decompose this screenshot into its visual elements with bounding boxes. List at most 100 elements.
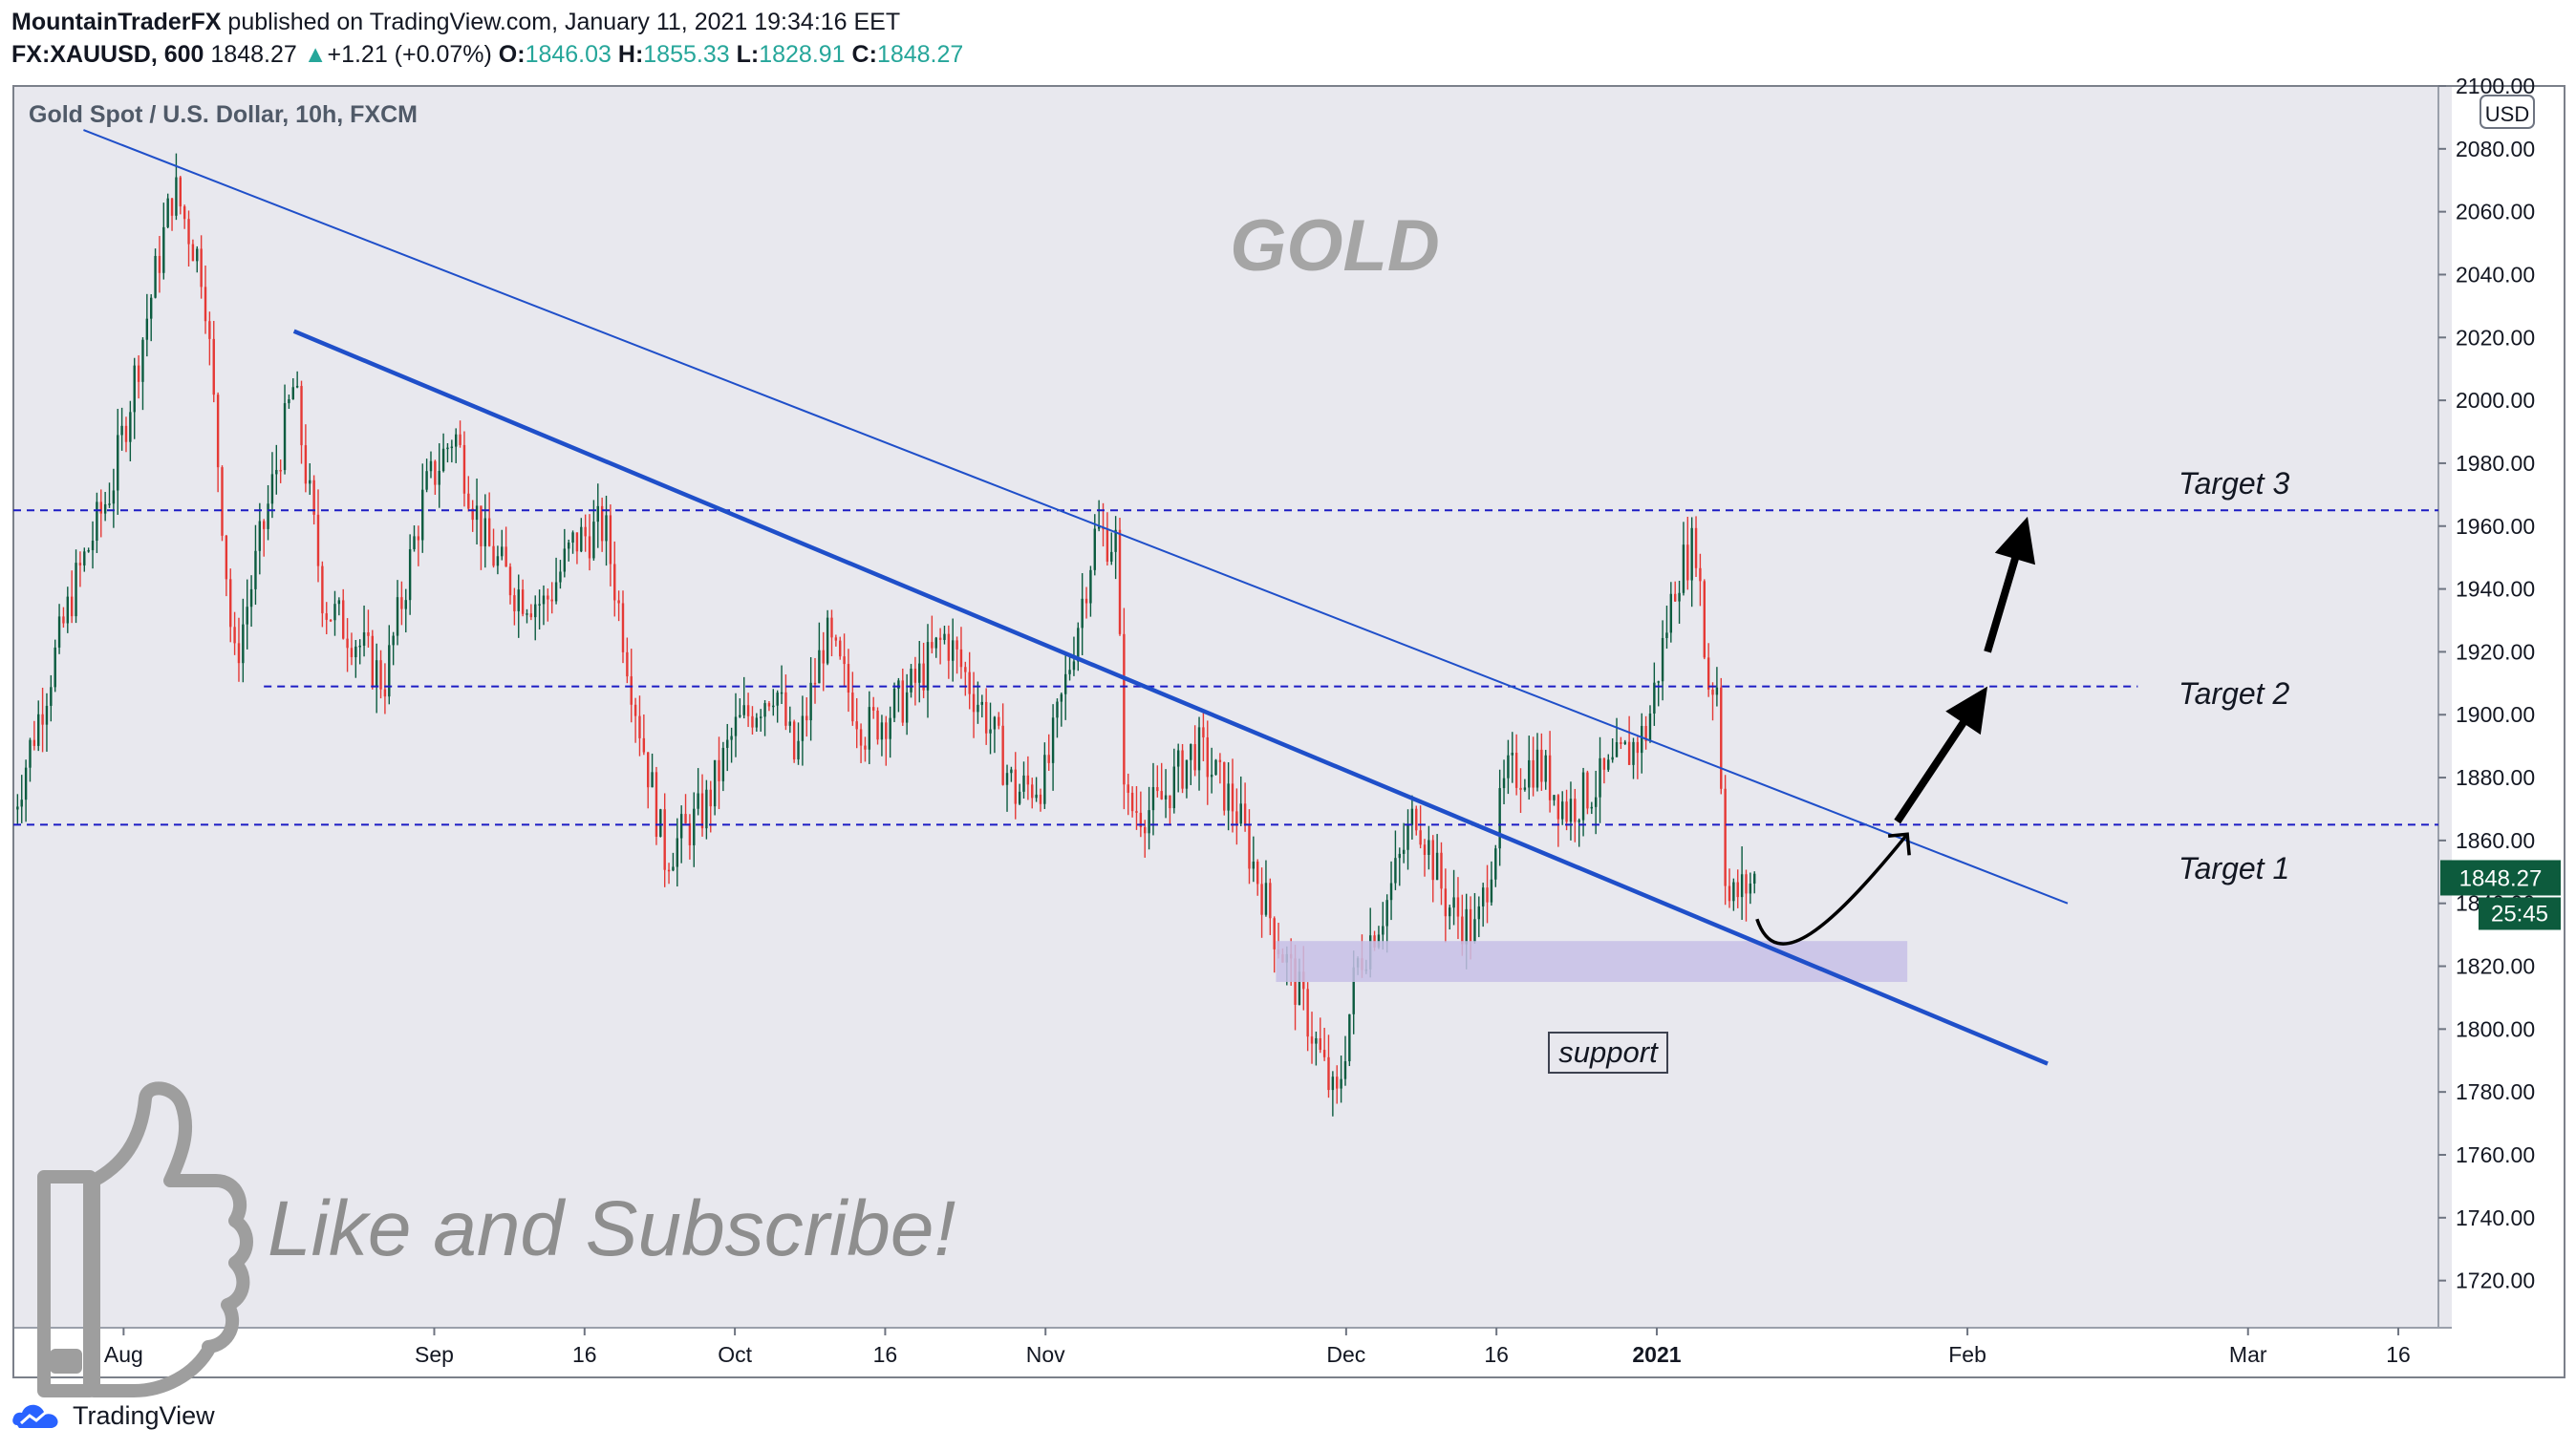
candle-body xyxy=(1130,792,1134,812)
candle-body xyxy=(517,589,520,611)
candle-body xyxy=(667,869,671,872)
candle-body xyxy=(959,649,963,668)
projection-arrow-2[interactable] xyxy=(1984,516,2036,653)
candle-body xyxy=(813,682,817,685)
candle-body xyxy=(254,550,257,589)
candle-body xyxy=(24,767,28,800)
candle-body xyxy=(1553,795,1556,800)
candle-body xyxy=(651,772,654,788)
candle-body xyxy=(734,716,738,736)
candle-body xyxy=(1594,797,1598,807)
price-tick-label: 1760.00 xyxy=(2456,1142,2535,1167)
candle-body xyxy=(1494,848,1497,880)
candle-body xyxy=(1661,637,1664,682)
candle-body xyxy=(237,643,241,664)
candle-body xyxy=(137,365,140,382)
candle-body xyxy=(526,613,528,615)
candle-body xyxy=(154,255,157,298)
candle-body xyxy=(467,493,470,509)
candle-body xyxy=(270,474,274,504)
candle-body xyxy=(1327,1056,1330,1091)
candle-body xyxy=(952,640,955,661)
candle-body xyxy=(642,737,646,753)
author-name[interactable]: MountainTraderFX xyxy=(11,9,222,35)
time-axis[interactable]: Aug Sep 16 Oct 16 Nov Dec 16 2021 Feb Mar 16 xyxy=(104,1328,2411,1367)
candle-body xyxy=(1398,853,1401,859)
candle-body xyxy=(508,566,512,596)
candle-body xyxy=(87,549,90,552)
candle-body xyxy=(32,739,36,746)
candle-body xyxy=(1440,852,1443,889)
lower-trendline[interactable] xyxy=(292,329,2049,1066)
candle-body xyxy=(1060,693,1063,702)
candle-body xyxy=(1519,787,1522,790)
candle-body xyxy=(346,638,349,649)
candle-body xyxy=(379,660,382,690)
time-tick-label: Feb xyxy=(1948,1342,1986,1367)
candle-body xyxy=(1089,569,1092,604)
candle-body xyxy=(1486,887,1489,903)
candle-body xyxy=(1449,907,1451,917)
candle-body xyxy=(630,676,633,705)
candle-body xyxy=(1340,1078,1342,1089)
candle-body xyxy=(980,701,984,705)
candle-body xyxy=(170,198,174,216)
candle-body xyxy=(843,656,846,665)
candle-body xyxy=(1001,725,1004,785)
tradingview-footer[interactable]: TradingView xyxy=(11,1397,215,1435)
target-3-label: Target 3 xyxy=(2179,466,2289,501)
candle-body xyxy=(592,522,595,559)
candle-body xyxy=(1410,808,1414,825)
price-axis[interactable]: 2100.00 2080.00 2060.00 2040.00 2020.00 2000.… xyxy=(2438,74,2535,1293)
projection-arrow-1[interactable] xyxy=(1894,686,1988,824)
support-label-text: support xyxy=(1558,1035,1659,1069)
watermark-text: GOLD xyxy=(1230,205,1440,287)
support-zone[interactable] xyxy=(1276,941,1908,982)
candle-body xyxy=(575,532,579,552)
candle-body xyxy=(679,814,683,839)
candle-body xyxy=(492,545,495,566)
candle-body xyxy=(550,599,553,602)
candle-body xyxy=(283,403,287,471)
candle-body xyxy=(16,806,19,810)
upper-trendline[interactable] xyxy=(83,129,2069,905)
price-tick-label: 2060.00 xyxy=(2456,200,2535,224)
candle-body xyxy=(1148,810,1150,834)
candle-body xyxy=(638,715,641,738)
candle-body xyxy=(1623,741,1626,744)
candle-body xyxy=(434,460,437,485)
candle-body xyxy=(441,448,445,472)
candle-body xyxy=(78,563,82,565)
target-2-label: Target 2 xyxy=(2179,676,2289,711)
symbol-label[interactable]: FX:XAUUSD, 600 xyxy=(11,41,204,68)
candle-body xyxy=(1026,775,1030,785)
candle-body xyxy=(1319,1037,1321,1051)
candle-body xyxy=(1068,670,1071,674)
currency-button[interactable]: USD xyxy=(2479,95,2535,129)
candle-body xyxy=(955,640,958,650)
candle-body xyxy=(926,642,930,691)
candle-body xyxy=(822,650,825,664)
candle-body xyxy=(1523,787,1527,790)
candle-body xyxy=(571,532,574,544)
candle-body xyxy=(66,596,70,624)
candle-body xyxy=(1532,759,1535,788)
candle-body xyxy=(1452,897,1455,908)
candle-body xyxy=(112,490,116,504)
candle-body xyxy=(429,460,433,472)
candle-body xyxy=(1669,593,1673,633)
candle-body xyxy=(968,672,971,694)
candle-body xyxy=(864,745,867,750)
currency-label: USD xyxy=(2485,102,2529,126)
candle-body xyxy=(404,600,407,609)
price-tick-label: 2020.00 xyxy=(2456,325,2535,350)
candle-body xyxy=(1528,759,1531,788)
candle-body xyxy=(158,255,161,273)
candle-body xyxy=(897,680,900,689)
candle-body xyxy=(312,480,315,515)
candle-body xyxy=(697,793,699,809)
projection-curve-arrow[interactable] xyxy=(1755,833,1909,946)
candle-body xyxy=(300,386,303,446)
candle-body xyxy=(742,705,745,715)
